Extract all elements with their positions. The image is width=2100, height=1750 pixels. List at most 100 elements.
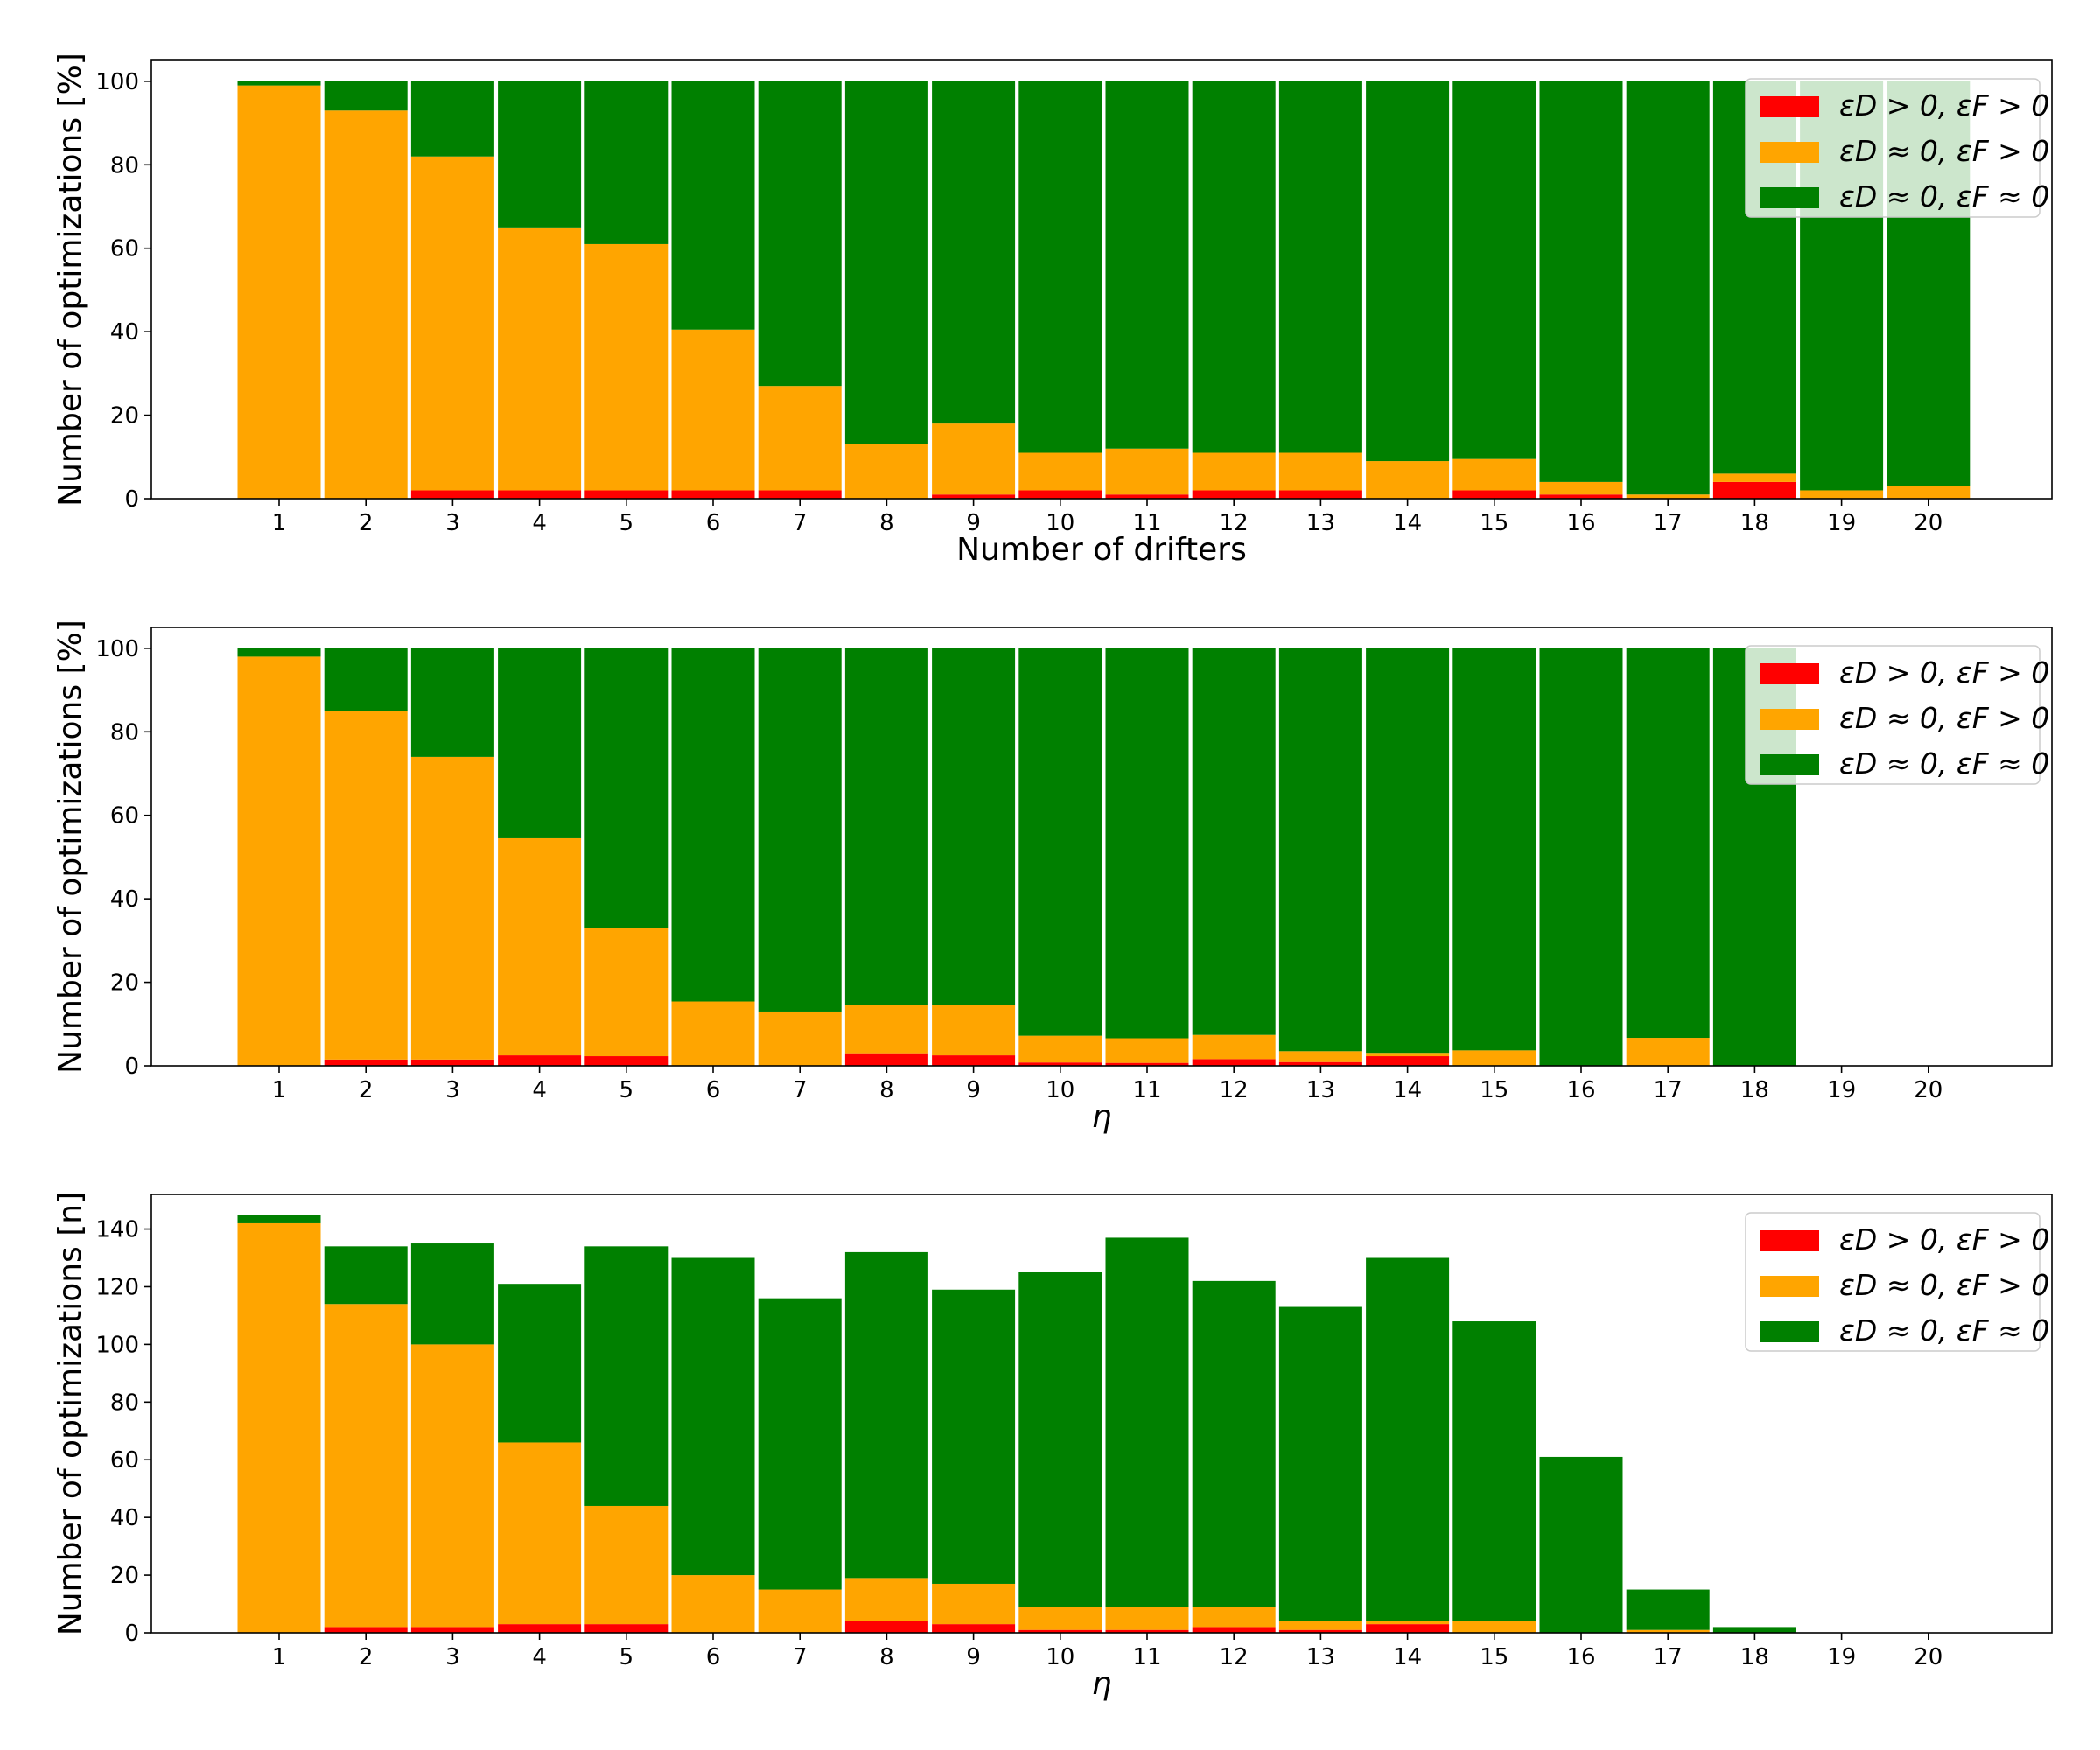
- bar-segment-1-cat-7: [758, 490, 842, 499]
- bar-segment-1-cat-8: [844, 1053, 928, 1066]
- bar-segment-2-cat-1: [237, 656, 321, 1066]
- x-tick-label: 11: [1132, 1644, 1161, 1670]
- y-tick-label: 60: [110, 236, 139, 262]
- bar-segment-1-cat-11: [1105, 1062, 1189, 1066]
- bar-segment-1-cat-11: [1105, 1629, 1189, 1633]
- x-tick-label: 16: [1566, 510, 1595, 536]
- bar-segment-1-cat-2: [324, 1627, 408, 1633]
- bar-segment-3-cat-8: [844, 1251, 928, 1578]
- bar-segment-3-cat-7: [758, 648, 842, 1012]
- bar-segment-1-cat-9: [932, 494, 1016, 499]
- x-tick-label: 3: [445, 510, 460, 536]
- bar-segment-3-cat-13: [1278, 80, 1362, 453]
- bar-segment-2-cat-5: [584, 928, 668, 1057]
- x-tick-label: 3: [445, 1644, 460, 1670]
- x-tick-label: 8: [879, 1077, 894, 1103]
- x-tick-label: 7: [793, 1077, 808, 1103]
- bar-segment-3-cat-18: [1712, 1627, 1796, 1633]
- bar-segment-3-cat-2: [324, 80, 408, 111]
- bar-segment-1-cat-13: [1278, 490, 1362, 499]
- x-tick-label: 9: [966, 1077, 981, 1103]
- x-tick-label: 16: [1566, 1644, 1595, 1670]
- x-tick-label: 11: [1132, 510, 1161, 536]
- axes-frame: [150, 1194, 2053, 1634]
- bar-segment-3-cat-14: [1366, 80, 1450, 462]
- x-tick-label: 9: [966, 510, 981, 536]
- x-axis-title: Number of drifters: [956, 532, 1247, 568]
- x-tick-label: 4: [532, 1077, 547, 1103]
- bar-segment-3-cat-10: [1018, 80, 1102, 453]
- x-tick-label: 11: [1132, 1077, 1161, 1103]
- bar-segment-3-cat-9: [932, 1289, 1016, 1584]
- bar-segment-2-cat-18: [1712, 473, 1796, 482]
- bar-segment-1-cat-4: [498, 1055, 582, 1066]
- bar-segment-1-cat-15: [1452, 490, 1536, 499]
- x-tick-label: 12: [1220, 1644, 1249, 1670]
- bar-segment-1-cat-10: [1018, 490, 1102, 499]
- bar-segment-3-cat-4: [498, 648, 582, 838]
- x-tick-label: 2: [359, 1077, 374, 1103]
- bar-segment-2-cat-4: [498, 1442, 582, 1625]
- legend-swatch: [1760, 1230, 1819, 1251]
- x-tick-label: 15: [1480, 1077, 1508, 1103]
- y-tick-label: 20: [110, 1563, 139, 1589]
- x-tick-label: 4: [532, 510, 547, 536]
- y-tick-label: 60: [110, 1447, 139, 1474]
- bar-segment-3-cat-9: [932, 648, 1016, 1005]
- bar-segment-3-cat-11: [1105, 1237, 1189, 1607]
- bar-segment-3-cat-6: [671, 80, 755, 330]
- bar-segment-2-cat-7: [758, 386, 842, 491]
- bar-segment-3-cat-1: [237, 1214, 321, 1223]
- bar-segment-2-cat-4: [498, 837, 582, 1056]
- bar-segment-2-cat-15: [1452, 1050, 1536, 1066]
- bar-segment-3-cat-4: [498, 1284, 582, 1443]
- y-tick-label: 60: [110, 803, 139, 830]
- x-tick-label: 5: [620, 510, 634, 536]
- x-tick-label: 5: [620, 1077, 634, 1103]
- bar-segment-3-cat-1: [237, 648, 321, 657]
- legend-swatch: [1760, 142, 1819, 163]
- x-tick-label: 7: [793, 510, 808, 536]
- bar-segment-3-cat-15: [1452, 648, 1536, 1051]
- legend-label: εD ≈ 0, εF > 0: [1839, 701, 2049, 735]
- bar-segment-1-cat-14: [1366, 1056, 1450, 1066]
- legend-label: εD ≈ 0, εF ≈ 0: [1839, 179, 2049, 214]
- x-tick-label: 6: [706, 1077, 721, 1103]
- axes-frame: [150, 60, 2053, 500]
- bar-segment-2-cat-17: [1626, 1038, 1710, 1066]
- x-tick-label: 17: [1654, 1077, 1683, 1103]
- y-tick-label: 40: [110, 319, 139, 346]
- axes-frame: [150, 626, 2053, 1067]
- bar-segment-3-cat-16: [1539, 648, 1623, 1066]
- bar-segment-2-cat-6: [671, 1575, 755, 1633]
- y-tick-label: 20: [110, 970, 139, 997]
- bar-segment-1-cat-10: [1018, 1062, 1102, 1066]
- bar-segment-2-cat-14: [1366, 1053, 1450, 1057]
- x-tick-label: 19: [1827, 510, 1856, 536]
- bar-segment-2-cat-9: [932, 424, 1016, 495]
- bar-segment-1-cat-5: [584, 1624, 668, 1633]
- legend-swatch: [1760, 96, 1819, 117]
- bar-segment-2-cat-14: [1366, 1620, 1450, 1625]
- x-tick-label: 13: [1306, 1077, 1335, 1103]
- x-tick-label: 12: [1220, 510, 1249, 536]
- bar-segment-2-cat-7: [758, 1011, 842, 1066]
- bar-segment-3-cat-15: [1452, 1321, 1536, 1621]
- y-tick-label: 120: [95, 1274, 139, 1300]
- y-tick-label: 40: [110, 886, 139, 913]
- legend-label: εD ≈ 0, εF ≈ 0: [1839, 1313, 2049, 1348]
- bar-segment-2-cat-3: [410, 756, 494, 1060]
- bar-segment-3-cat-4: [498, 80, 582, 228]
- bar-segment-3-cat-3: [410, 80, 494, 157]
- bar-segment-3-cat-12: [1192, 1280, 1276, 1607]
- x-tick-label: 16: [1566, 1077, 1595, 1103]
- bar-segment-3-cat-17: [1626, 1589, 1710, 1630]
- legend-swatch: [1760, 1276, 1819, 1297]
- bar-segment-3-cat-2: [324, 648, 408, 711]
- legend-swatch: [1760, 754, 1819, 775]
- bar-segment-1-cat-4: [498, 1624, 582, 1633]
- x-tick-label: 1: [272, 510, 287, 536]
- bar-segment-2-cat-16: [1539, 481, 1623, 495]
- x-tick-label: 17: [1654, 1644, 1683, 1670]
- bar-segment-3-cat-3: [410, 1243, 494, 1345]
